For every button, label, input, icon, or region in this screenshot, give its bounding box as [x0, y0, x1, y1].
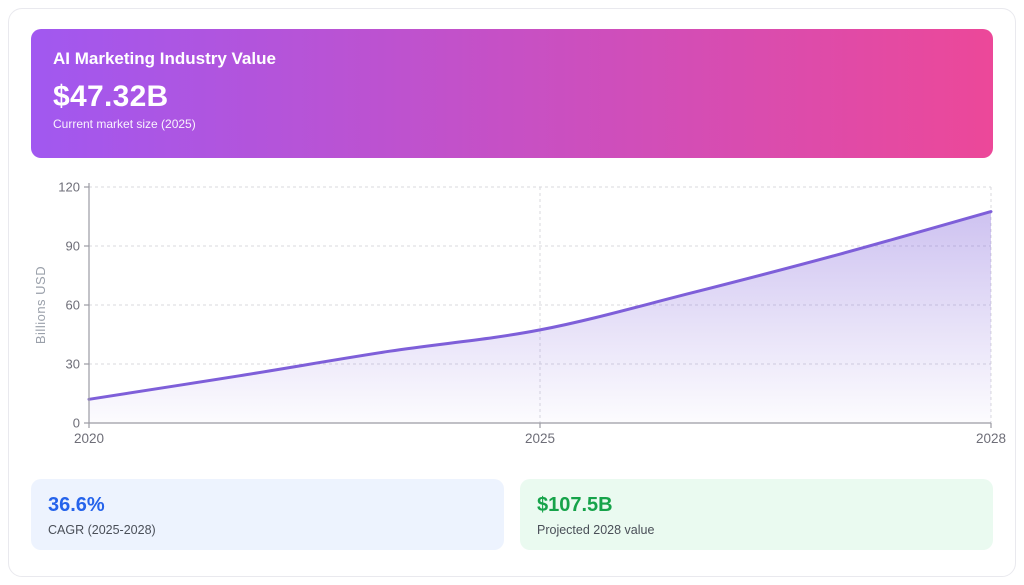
area-chart-canvas: 0 30 60 90 120 2020 2025 2028 Billions USD — [33, 180, 1006, 447]
stats-row: 36.6% CAGR (2025-2028) $107.5B Projected… — [31, 479, 993, 550]
y-tick-label: 120 — [58, 180, 80, 195]
y-tick-label: 90 — [66, 239, 80, 254]
projection-value: $107.5B — [537, 494, 613, 516]
main-card: AI Marketing Industry Value $47.32B Curr… — [8, 8, 1016, 577]
header-banner: AI Marketing Industry Value $47.32B Curr… — [31, 29, 993, 158]
y-tick-label: 30 — [66, 357, 80, 372]
current-market-value: $47.32B — [53, 80, 169, 113]
chart-area-fill — [89, 211, 991, 423]
market-growth-chart: 0 30 60 90 120 2020 2025 2028 Billions USD — [31, 177, 1006, 449]
y-tick-label: 60 — [66, 298, 80, 313]
chart-line — [87, 210, 993, 401]
x-tick-label: 2028 — [976, 431, 1006, 446]
page-title: AI Marketing Industry Value — [53, 49, 276, 68]
x-tick-label: 2025 — [525, 431, 555, 446]
cagr-label: CAGR (2025-2028) — [48, 523, 156, 537]
y-axis-title: Billions USD — [33, 266, 48, 344]
x-tick-label: 2020 — [74, 431, 104, 446]
stat-card-cagr: 36.6% CAGR (2025-2028) — [31, 479, 504, 550]
current-market-caption: Current market size (2025) — [53, 117, 196, 131]
stat-card-projection: $107.5B Projected 2028 value — [520, 479, 993, 550]
y-tick-label: 0 — [73, 416, 80, 431]
cagr-value: 36.6% — [48, 494, 105, 516]
projection-label: Projected 2028 value — [537, 523, 655, 537]
